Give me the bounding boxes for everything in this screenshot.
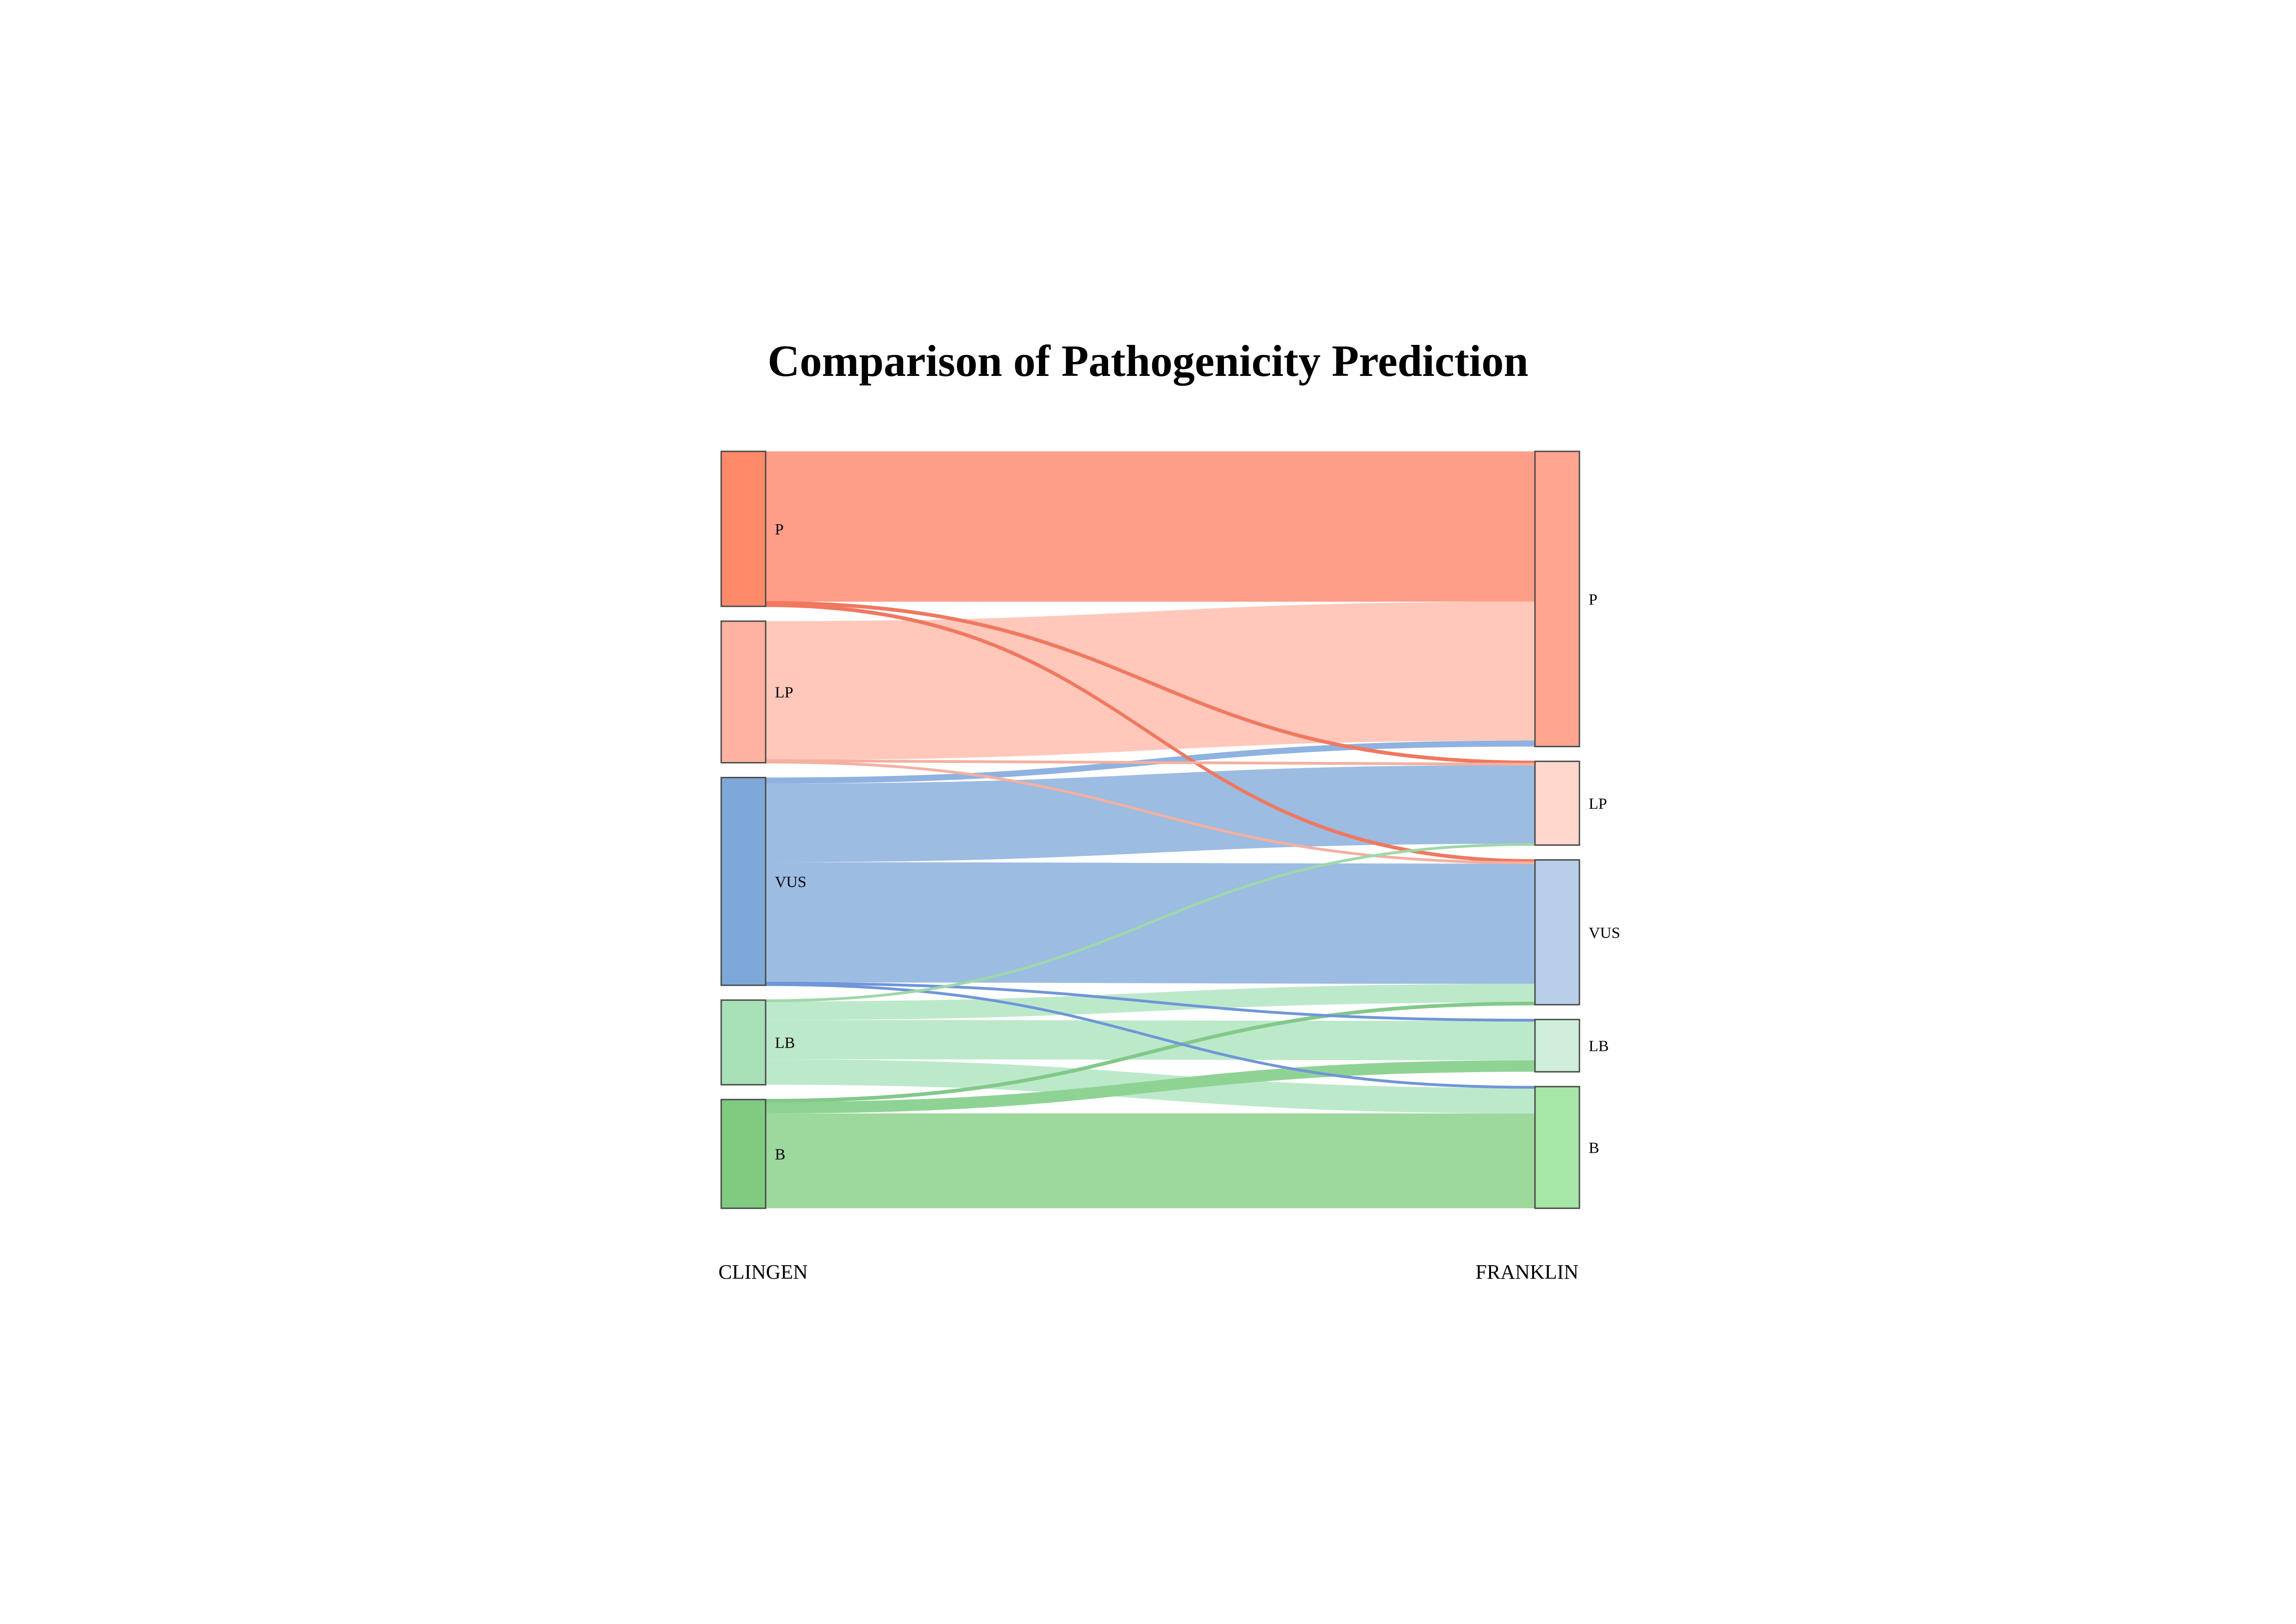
target-node-b — [1534, 1086, 1580, 1209]
source-node-lp — [720, 620, 767, 764]
target-node-p — [1534, 450, 1580, 748]
source-node-label-lb: LB — [775, 1035, 795, 1052]
target-node-label-vus: VUS — [1589, 924, 1620, 942]
source-node-label-lp: LP — [775, 684, 793, 701]
right-axis-label: FRANKLIN — [1476, 1261, 1578, 1283]
category-nodes: P LP VUS LB B P LP VUS LB B — [720, 450, 1620, 1209]
target-node-label-lb: LB — [1589, 1038, 1609, 1055]
source-node-label-p: P — [775, 521, 784, 538]
flow-links — [765, 451, 1536, 1208]
chart-title: Comparison of Pathogenicity Prediction — [767, 336, 1528, 386]
target-node-vus — [1534, 859, 1580, 1006]
flow-lb-to-lb — [766, 1020, 1535, 1061]
target-node-lp — [1534, 761, 1580, 846]
source-node-label-b: B — [775, 1146, 786, 1163]
target-node-label-p: P — [1589, 591, 1597, 608]
source-node-label-vus: VUS — [775, 874, 806, 891]
flow-b-to-b — [766, 1113, 1535, 1208]
source-node-lb — [720, 999, 767, 1086]
source-node-p — [720, 450, 767, 607]
left-axis-label: CLINGEN — [718, 1261, 808, 1283]
source-node-vus — [720, 777, 767, 986]
target-node-lb — [1534, 1018, 1580, 1073]
flow-p-to-p — [766, 451, 1535, 602]
target-node-label-lp: LP — [1589, 795, 1607, 812]
target-node-label-b: B — [1589, 1140, 1599, 1157]
flow-b-to-lb — [766, 1060, 1535, 1114]
source-node-b — [720, 1099, 767, 1209]
